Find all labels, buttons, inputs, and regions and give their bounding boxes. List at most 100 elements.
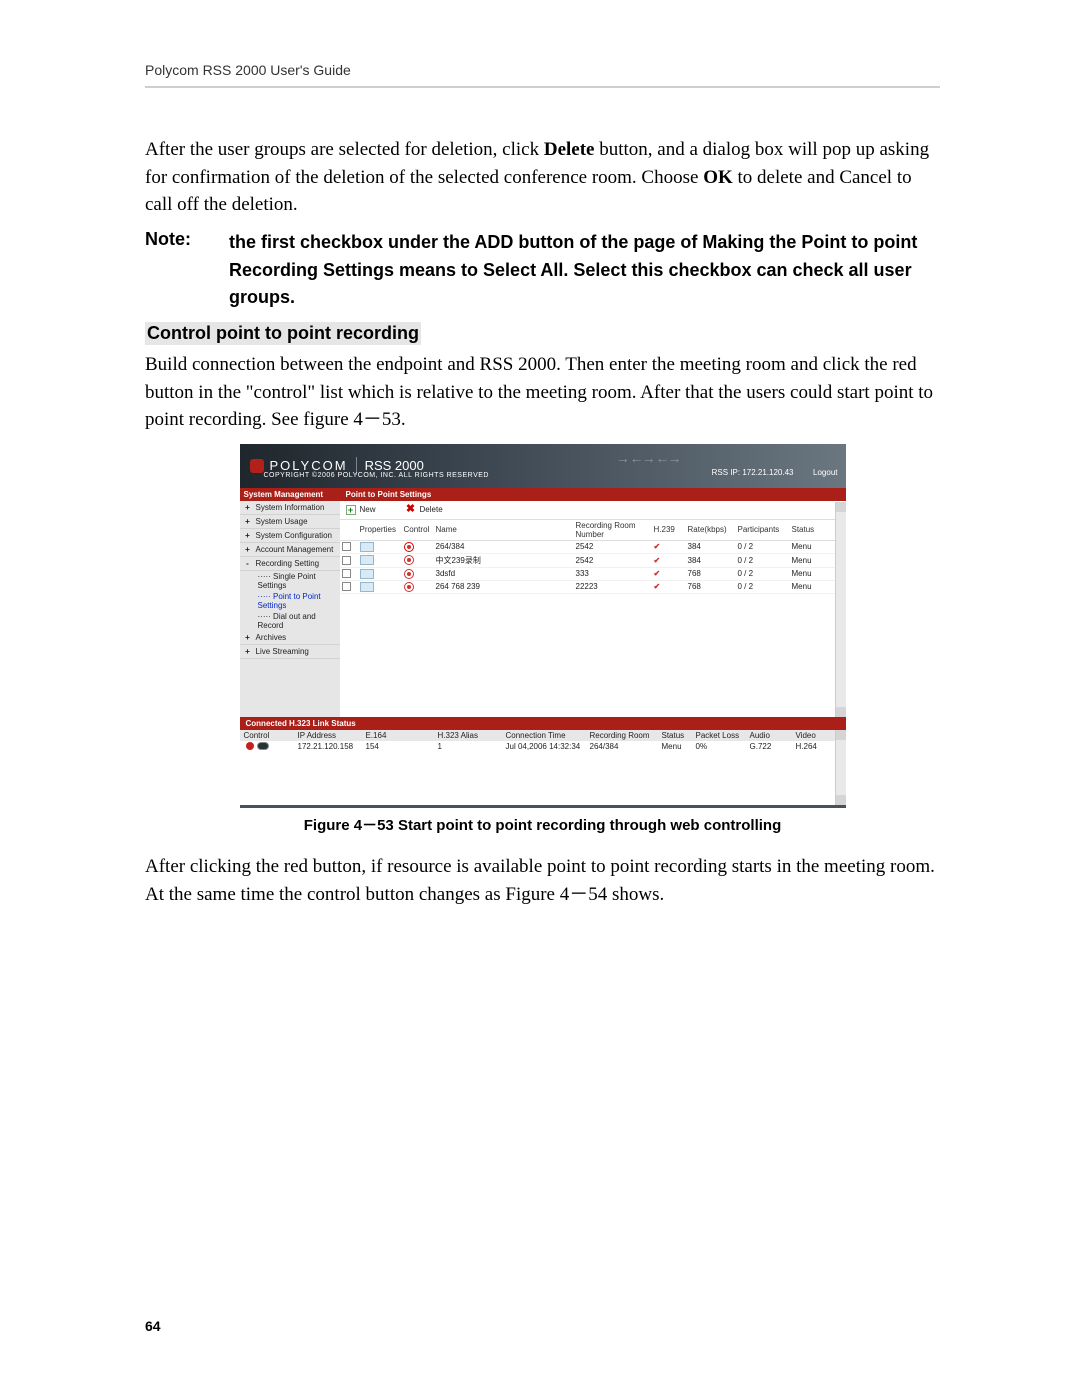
paragraph-3: After clicking the red button, if resour…	[145, 853, 940, 908]
sidebar-label: Archives	[256, 633, 287, 642]
record-control-icon[interactable]	[404, 542, 414, 552]
sidebar-item[interactable]: +System Information	[240, 501, 340, 515]
table-row: 264 768 23922223✔7680 / 2Menu	[340, 581, 846, 594]
record-control-icon[interactable]	[404, 582, 414, 592]
page-number: 64	[145, 1318, 161, 1334]
properties-icon[interactable]	[360, 542, 374, 552]
cell-h239: ✔	[654, 569, 688, 578]
sidebar-label: System Configuration	[256, 531, 332, 540]
link-audio: G.722	[750, 742, 796, 751]
expand-icon: +	[244, 633, 252, 642]
row-checkbox[interactable]	[342, 582, 351, 591]
cell-part: 0 / 2	[738, 556, 792, 565]
cell-h239: ✔	[654, 542, 688, 551]
sidebar-item[interactable]: + Account Management	[240, 543, 340, 557]
expand-icon: +	[244, 503, 252, 512]
sidebar-subitem[interactable]: ····· Point to Point Settings	[240, 591, 340, 611]
cell-status: Menu	[792, 582, 828, 591]
section-heading: Control point to point recording	[145, 322, 421, 345]
toolbar: + New ✖ Delete	[340, 501, 846, 519]
link-col: H.323 Alias	[438, 731, 506, 740]
sidebar-item[interactable]: -Recording Setting	[240, 557, 340, 571]
link-status: Menu	[662, 742, 696, 751]
p1-ok: OK	[703, 167, 733, 188]
sidebar-item[interactable]: + Archives	[240, 631, 340, 645]
main-scrollbar[interactable]	[835, 502, 846, 717]
rss-ip-label: RSS IP: 172.21.120.43	[712, 468, 794, 477]
link-col: Control	[244, 731, 298, 740]
sidebar-label: Live Streaming	[256, 647, 309, 656]
cell-part: 0 / 2	[738, 569, 792, 578]
link-status-title: Connected H.323 Link Status	[240, 717, 846, 730]
figure-caption: Figure 4－53 Start point to point recordi…	[145, 814, 940, 835]
delete-button[interactable]: ✖ Delete	[406, 505, 443, 515]
cell-status: Menu	[792, 556, 828, 565]
record-dot-icon	[246, 742, 254, 750]
link-col: Packet Loss	[696, 731, 750, 740]
note-body: the first checkbox under the ADD button …	[229, 229, 940, 313]
link-header: ControlIP AddressE.164H.323 AliasConnect…	[240, 730, 846, 741]
link-col: Status	[662, 731, 696, 740]
cell-room: 333	[576, 569, 654, 578]
col-header: Name	[436, 525, 576, 534]
row-checkbox[interactable]	[342, 556, 351, 565]
cell-name: 中文239录制	[436, 555, 576, 566]
logout-link[interactable]: Logout	[813, 468, 837, 477]
link-col: Recording Room	[590, 731, 662, 740]
copyright-text: COPYRIGHT ©2006 POLYCOM, INC. ALL RIGHTS…	[264, 472, 489, 479]
link-alias: 1	[438, 742, 506, 751]
link-control[interactable]	[244, 742, 298, 750]
cell-name: 3dsfd	[436, 569, 576, 578]
link-loss: 0%	[696, 742, 750, 751]
sidebar-label: System Usage	[256, 517, 308, 526]
sidebar-item[interactable]: + System Usage	[240, 515, 340, 529]
expand-icon: +	[244, 517, 252, 526]
sidebar-title: System Management	[240, 488, 340, 501]
col-header: Control	[404, 525, 436, 534]
link-col: Audio	[750, 731, 796, 740]
paragraph-2: Build connection between the endpoint an…	[145, 351, 940, 434]
properties-icon[interactable]	[360, 569, 374, 579]
sidebar-label: Recording Setting	[256, 559, 320, 568]
record-control-icon[interactable]	[404, 569, 414, 579]
link-time: Jul 04,2006 14:32:34	[506, 742, 590, 751]
cell-h239: ✔	[654, 582, 688, 591]
link-e164: 154	[366, 742, 438, 751]
properties-icon[interactable]	[360, 555, 374, 565]
p1-delete: Delete	[544, 139, 595, 160]
link-room: 264/384	[590, 742, 662, 751]
cell-name: 264/384	[436, 542, 576, 551]
table-row: 3dsfd333✔7680 / 2Menu	[340, 568, 846, 581]
cell-room: 2542	[576, 556, 654, 565]
col-header: Participants	[738, 525, 792, 534]
note-block: Note: the first checkbox under the ADD b…	[145, 229, 940, 313]
x-icon: ✖	[406, 505, 416, 515]
delete-label: Delete	[420, 505, 443, 514]
row-checkbox[interactable]	[342, 569, 351, 578]
expand-icon: +	[244, 545, 252, 554]
col-header: Properties	[360, 525, 404, 534]
link-col: Connection Time	[506, 731, 590, 740]
cell-part: 0 / 2	[738, 582, 792, 591]
cell-status: Menu	[792, 569, 828, 578]
sidebar-label: Account Management	[256, 545, 334, 554]
record-control-icon[interactable]	[404, 555, 414, 565]
cell-rate: 768	[688, 582, 738, 591]
expand-icon: +	[244, 647, 252, 656]
app-banner: POLYCOM RSS 2000 ← ← → → → COPYRIGHT ©20…	[240, 444, 846, 488]
plus-icon: +	[346, 505, 356, 515]
properties-icon[interactable]	[360, 582, 374, 592]
p1a: After the user groups are selected for d…	[145, 139, 544, 160]
table-row: 中文239录制2542✔3840 / 2Menu	[340, 554, 846, 568]
sidebar-item[interactable]: + Live Streaming	[240, 645, 340, 659]
link-scrollbar[interactable]	[835, 730, 846, 805]
row-checkbox[interactable]	[342, 542, 351, 551]
new-button[interactable]: + New	[346, 505, 376, 515]
cell-room: 22223	[576, 582, 654, 591]
sidebar-subitem[interactable]: ····· Dial out and Record	[240, 611, 340, 631]
col-header: Status	[792, 525, 828, 534]
sidebar-subitem[interactable]: ····· Single Point Settings	[240, 571, 340, 591]
sidebar-item[interactable]: +System Configuration	[240, 529, 340, 543]
cell-status: Menu	[792, 542, 828, 551]
nav-fwd-icons[interactable]: → → →	[616, 450, 686, 466]
